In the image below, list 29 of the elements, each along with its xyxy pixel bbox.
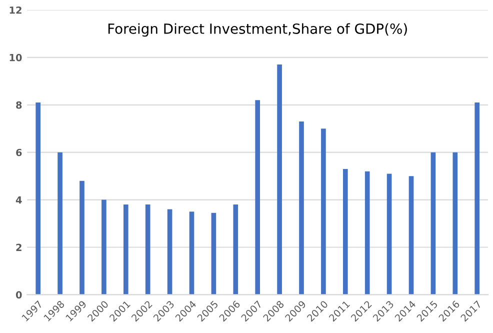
bar: [364, 171, 370, 295]
bar: [80, 180, 84, 295]
bar: [474, 102, 480, 295]
bar: [430, 152, 436, 295]
bar: [408, 176, 414, 295]
bar: [36, 102, 41, 295]
y-tick-label: 0: [16, 291, 22, 299]
bar: [321, 128, 326, 295]
bar: [299, 122, 304, 295]
bar: [167, 209, 172, 295]
y-tick-label: 6: [16, 148, 22, 156]
bar: [277, 64, 282, 295]
bar: [255, 100, 260, 295]
bar: [102, 200, 106, 295]
y-tick-label: 12: [10, 6, 22, 14]
bar: [452, 152, 458, 295]
y-tick-label: 8: [16, 101, 22, 109]
bar: [211, 212, 216, 295]
bar: [123, 204, 128, 295]
bar: [233, 204, 238, 295]
bar: [58, 152, 62, 295]
y-tick-label: 2: [16, 244, 22, 251]
bar: [342, 168, 348, 295]
text: Foreign Direct Investment,Share of GDP(%): [108, 23, 407, 37]
bar: [386, 174, 392, 295]
y-tick-label: 10: [10, 54, 22, 62]
bar: [145, 204, 150, 295]
y-tick-label: 4: [16, 196, 22, 204]
bar: [189, 212, 194, 295]
